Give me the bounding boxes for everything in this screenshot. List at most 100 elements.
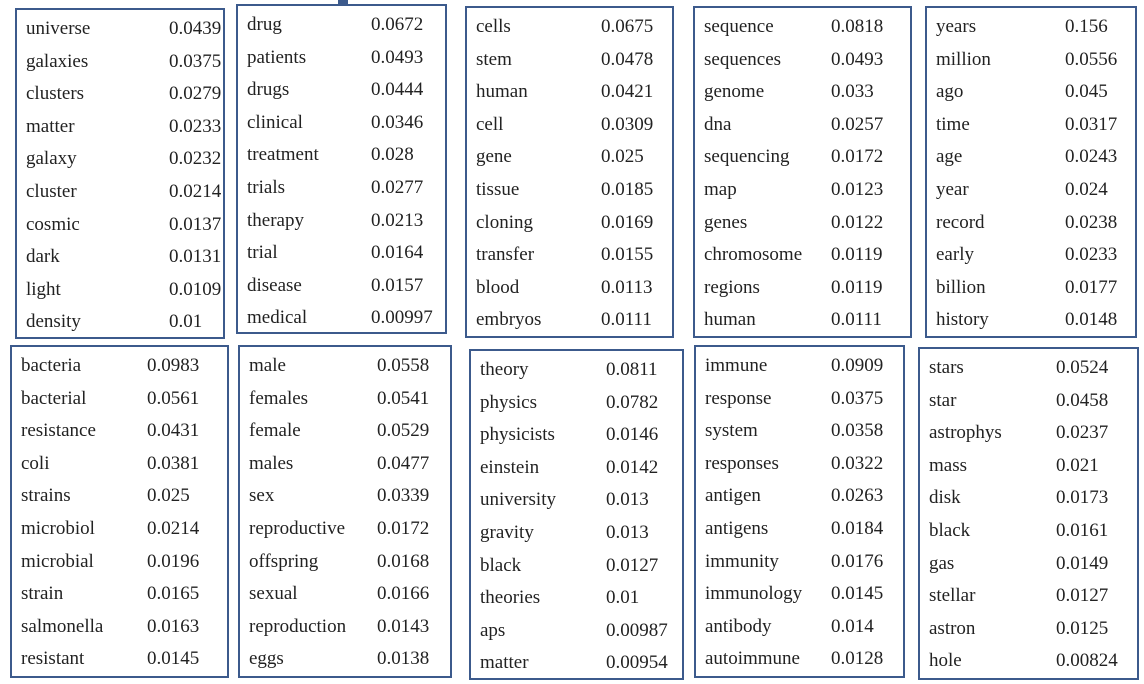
word-probability: 0.0493 — [831, 48, 884, 70]
word-probability: 0.00987 — [606, 619, 668, 641]
word-probability: 0.045 — [1065, 81, 1108, 103]
topic-word: map — [704, 179, 737, 200]
word-row: physicists 0.0146 — [471, 419, 682, 451]
word-probability: 0.0131 — [169, 246, 222, 268]
word-probability: 0.0143 — [377, 615, 430, 637]
word-probability: 0.0439 — [169, 18, 222, 39]
word-probability: 0.0317 — [1065, 113, 1118, 135]
word-probability: 0.0529 — [377, 420, 430, 442]
topic-word: tissue — [476, 179, 520, 200]
word-row: cells 0.0675 — [467, 11, 672, 43]
word-probability: 0.0909 — [831, 355, 884, 376]
topic-word: immunology — [705, 583, 803, 605]
topic-word: disk — [929, 487, 961, 509]
word-probability: 0.00954 — [606, 652, 668, 674]
word-probability: 0.00824 — [1056, 650, 1118, 672]
topic-word: cloning — [476, 211, 533, 233]
word-row: early 0.0233 — [927, 239, 1135, 271]
word-probability: 0.0277 — [371, 177, 424, 198]
top-border-fragment — [338, 0, 348, 4]
word-probability: 0.0157 — [371, 274, 424, 296]
word-probability: 0.0238 — [1065, 211, 1118, 233]
word-row: cloning 0.0169 — [467, 207, 672, 239]
word-row: age 0.0243 — [927, 141, 1135, 173]
word-row: black 0.0161 — [920, 515, 1137, 547]
topic-word: immunity — [705, 550, 779, 572]
word-probability: 0.0145 — [831, 583, 884, 605]
word-probability: 0.0177 — [1065, 276, 1118, 298]
word-probability: 0.0818 — [831, 16, 884, 37]
word-probability: 0.0983 — [147, 355, 200, 376]
word-row: genome 0.033 — [695, 76, 910, 108]
topic-word: microbial — [21, 550, 94, 572]
topic-word: response — [705, 387, 772, 409]
word-probability: 0.0185 — [601, 179, 654, 200]
word-row: disk 0.0173 — [920, 482, 1137, 514]
topic-word: bacterial — [21, 387, 87, 409]
word-row: universe 0.0439 — [17, 13, 223, 45]
word-row: blood 0.0113 — [467, 272, 672, 304]
topic-word: clusters — [26, 83, 85, 105]
topic-word: sequences — [704, 48, 782, 70]
word-probability: 0.0122 — [831, 211, 884, 233]
word-row: university 0.013 — [471, 484, 682, 516]
word-row: density 0.01 — [17, 306, 223, 338]
word-row: chromosome 0.0119 — [695, 239, 910, 271]
word-probability: 0.0214 — [147, 518, 200, 539]
word-probability: 0.0232 — [169, 148, 222, 170]
word-row: cosmic 0.0137 — [17, 209, 223, 241]
word-probability: 0.0137 — [169, 213, 222, 235]
word-row: offspring 0.0168 — [240, 546, 450, 578]
word-row: males 0.0477 — [240, 448, 450, 480]
word-row: matter 0.0233 — [17, 111, 223, 143]
word-row: antigens 0.0184 — [696, 513, 903, 545]
word-probability: 0.0477 — [377, 452, 430, 474]
topic-word: system — [705, 420, 758, 442]
word-probability: 0.0164 — [371, 242, 424, 264]
topic-box-9: immune 0.0909 response 0.0375 system 0.0358 re… — [694, 345, 905, 678]
word-row: record 0.0238 — [927, 207, 1135, 239]
word-probability: 0.0493 — [371, 46, 424, 68]
word-row: embryos 0.0111 — [467, 304, 672, 336]
word-row: physics 0.0782 — [471, 387, 682, 419]
topic-word: antigens — [705, 518, 769, 539]
word-probability: 0.0125 — [1056, 617, 1109, 639]
word-row: male 0.0558 — [240, 350, 450, 382]
topic-word: reproduction — [249, 615, 347, 637]
word-row: cluster 0.0214 — [17, 176, 223, 208]
word-probability: 0.0113 — [601, 276, 653, 298]
topic-word: theory — [480, 359, 529, 380]
word-row: disease 0.0157 — [238, 270, 445, 302]
word-probability: 0.0431 — [147, 420, 200, 442]
word-row: microbiol 0.0214 — [12, 513, 227, 545]
topic-word: matter — [480, 652, 529, 674]
topic-word: sex — [249, 485, 275, 507]
word-row: human 0.0421 — [467, 76, 672, 108]
topic-word: chromosome — [704, 244, 803, 266]
word-row: time 0.0317 — [927, 109, 1135, 141]
topic-word: age — [936, 146, 963, 168]
topic-box-4: sequence 0.0818 sequences 0.0493 genome 0.033… — [693, 6, 912, 338]
topic-word: trial — [247, 242, 278, 264]
word-probability: 0.0214 — [169, 181, 222, 202]
topic-word: drug — [247, 14, 282, 35]
topic-word: cell — [476, 113, 504, 135]
topic-word: astron — [929, 617, 976, 639]
word-probability: 0.0358 — [831, 420, 884, 442]
word-probability: 0.0444 — [371, 79, 424, 101]
word-row: stem 0.0478 — [467, 44, 672, 76]
word-row: star 0.0458 — [920, 385, 1137, 417]
topic-word: history — [936, 309, 989, 331]
word-row: mass 0.021 — [920, 450, 1137, 482]
word-probability: 0.024 — [1065, 179, 1108, 200]
word-probability: 0.0339 — [377, 485, 430, 507]
topic-word: einstein — [480, 456, 540, 478]
topic-word: galaxies — [26, 50, 89, 72]
word-row: autoimmune 0.0128 — [696, 643, 903, 675]
topic-word: transfer — [476, 244, 535, 266]
topic-word: offspring — [249, 550, 319, 572]
word-row: medical 0.00997 — [238, 302, 445, 334]
word-probability: 0.0119 — [831, 244, 883, 266]
topic-word: mass — [929, 454, 967, 476]
topic-box-7: male 0.0558 females 0.0541 female 0.0529 males… — [238, 345, 452, 678]
